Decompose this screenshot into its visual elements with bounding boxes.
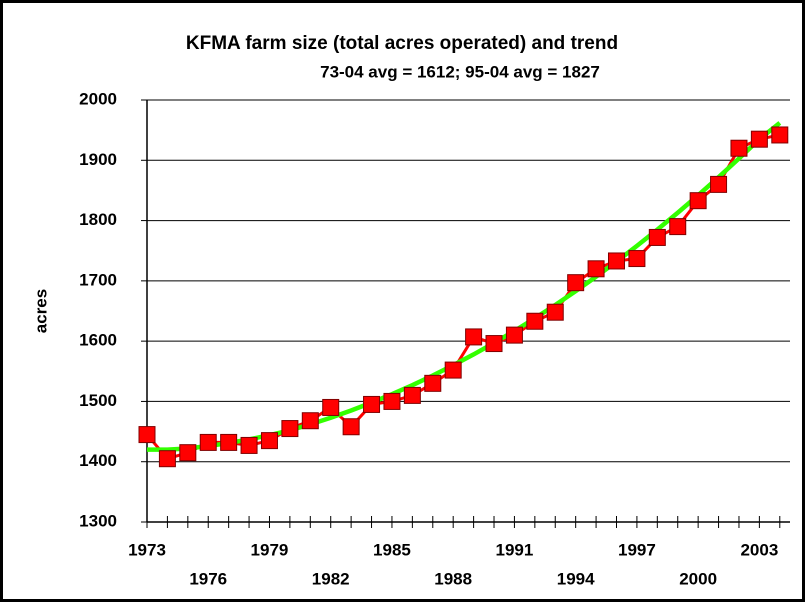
x-tick-label: 1991 (496, 540, 534, 559)
marker (444, 361, 462, 379)
y-tick-label: 2000 (79, 89, 117, 108)
y-tick-label: 1600 (79, 331, 117, 350)
marker (138, 426, 156, 444)
marker (465, 328, 483, 346)
chart-title: KFMA farm size (total acres operated) an… (186, 33, 618, 54)
marker (220, 433, 238, 451)
marker (648, 228, 666, 246)
marker (567, 274, 585, 292)
marker (424, 374, 442, 392)
marker (546, 303, 564, 321)
x-tick-label: 1979 (251, 540, 289, 559)
marker (607, 252, 625, 270)
marker (689, 192, 707, 210)
marker (260, 432, 278, 450)
marker (383, 392, 401, 410)
marker (526, 312, 544, 330)
marker (669, 218, 687, 236)
y-tick-label: 1300 (79, 511, 117, 530)
marker (730, 139, 748, 157)
y-tick-label: 1900 (79, 150, 117, 169)
y-tick-label: 1500 (79, 391, 117, 410)
x-tick-label: 1973 (128, 540, 166, 559)
marker (158, 450, 176, 468)
marker (322, 398, 340, 416)
marker (342, 418, 360, 436)
marker (505, 326, 523, 344)
y-tick-label: 1700 (79, 270, 117, 289)
x-tick-label: 1976 (189, 569, 227, 588)
marker (628, 250, 646, 268)
marker (587, 260, 605, 278)
marker (199, 433, 217, 451)
marker (403, 386, 421, 404)
marker (363, 395, 381, 413)
marker (281, 420, 299, 438)
x-tick-label: 1994 (557, 569, 595, 588)
x-tick-label: 2000 (679, 569, 717, 588)
chart-subtitle: 73-04 avg = 1612; 95-04 avg = 1827 (320, 62, 600, 81)
marker (485, 335, 503, 353)
marker (240, 436, 258, 454)
y-tick-label: 1800 (79, 210, 117, 229)
marker (771, 126, 789, 144)
x-tick-label: 1997 (618, 540, 656, 559)
x-tick-label: 1988 (434, 569, 472, 588)
x-tick-label: 2003 (740, 540, 778, 559)
marker (179, 444, 197, 462)
y-tick-label: 1400 (79, 451, 117, 470)
marker (710, 175, 728, 193)
marker (301, 412, 319, 430)
x-tick-label: 1982 (312, 569, 350, 588)
marker (750, 130, 768, 148)
x-tick-label: 1985 (373, 540, 411, 559)
y-axis-label: acres (31, 289, 50, 333)
